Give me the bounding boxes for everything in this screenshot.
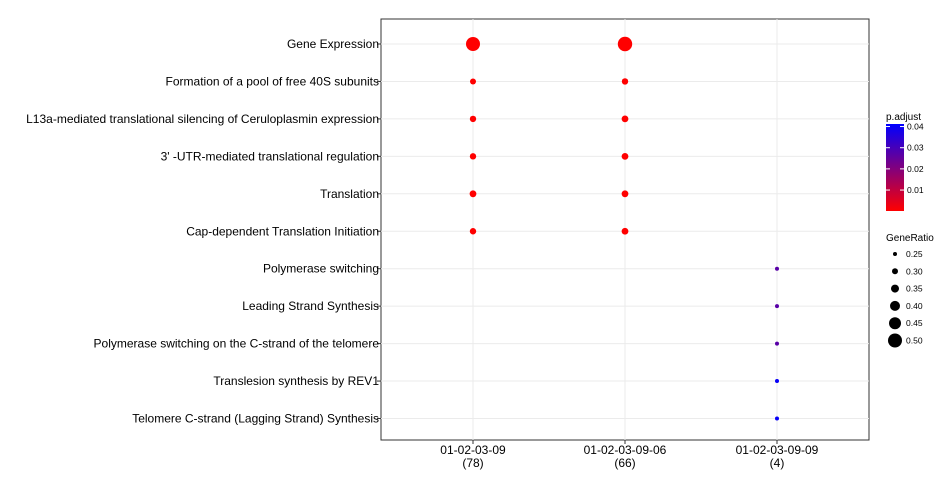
data-point — [775, 416, 779, 421]
data-point — [775, 379, 779, 384]
data-point — [621, 115, 629, 123]
size-legend-dot — [888, 333, 902, 348]
x-tick-count: (78) — [462, 456, 483, 470]
x-axis-ticks: 01-02-03-09(78) 01-02-03-09-06(66) 01-02-0… — [440, 440, 819, 470]
color-legend: p.adjust 0.04 0.03 0.02 0.01 — [886, 112, 924, 211]
color-legend-label: 0.01 — [907, 185, 924, 195]
data-point — [621, 190, 629, 198]
size-legend-dot — [890, 300, 900, 311]
data-point — [621, 227, 629, 235]
grid-lines — [381, 19, 869, 440]
data-point — [470, 78, 476, 85]
size-legend-label: 0.25 — [906, 249, 923, 259]
x-tick-label: 01-02-03-09 — [440, 443, 506, 457]
y-tick-label: Formation of a pool of free 40S subunits — [166, 74, 379, 88]
size-legend-dot — [892, 268, 898, 275]
size-legend-label: 0.40 — [906, 301, 923, 311]
size-legend-dot — [889, 317, 901, 330]
y-tick-label: Translesion synthesis by REV1 — [213, 374, 379, 388]
data-point — [775, 266, 779, 271]
data-point — [775, 341, 779, 346]
size-legend: GeneRatio 0.25 0.30 0.35 0.40 0.45 0.50 — [886, 233, 934, 348]
y-tick-label: Cap-dependent Translation Initiation — [186, 224, 379, 238]
y-tick-label: 3' -UTR-mediated translational regulatio… — [161, 149, 379, 163]
x-tick-count: (66) — [614, 456, 635, 470]
size-legend-dot — [891, 284, 899, 293]
color-legend-label: 0.04 — [907, 122, 924, 132]
color-legend-title: p.adjust — [886, 112, 921, 123]
x-tick-count: (4) — [770, 456, 785, 470]
y-tick-label: Polymerase switching — [263, 262, 379, 276]
y-tick-label: Telomere C-strand (Lagging Strand) Synth… — [132, 412, 379, 426]
data-point — [466, 37, 480, 51]
size-legend-label: 0.50 — [906, 336, 923, 346]
data-points — [466, 36, 779, 421]
y-tick-label: Gene Expression — [287, 37, 379, 51]
data-point — [469, 115, 477, 123]
data-point — [617, 36, 633, 52]
color-legend-label: 0.02 — [907, 164, 924, 174]
data-point — [469, 153, 477, 160]
size-legend-title: GeneRatio — [886, 233, 934, 244]
data-point — [621, 78, 629, 85]
y-axis-ticks: Gene Expression Formation of a pool of fr… — [26, 37, 381, 426]
data-point — [469, 190, 477, 198]
x-tick-label: 01-02-03-09-06 — [584, 443, 667, 457]
y-tick-label: Translation — [320, 187, 379, 201]
size-legend-label: 0.35 — [906, 284, 923, 294]
data-point — [775, 304, 779, 309]
size-legend-label: 0.45 — [906, 318, 923, 328]
data-point — [469, 228, 477, 235]
y-tick-label: Polymerase switching on the C-strand of … — [94, 337, 380, 351]
size-legend-dot — [893, 252, 897, 256]
color-legend-label: 0.03 — [907, 143, 924, 153]
size-legend-label: 0.30 — [906, 266, 923, 276]
y-tick-label: L13a-mediated translational silencing of… — [26, 112, 379, 126]
x-tick-label: 01-02-03-09-09 — [736, 443, 819, 457]
color-legend-bar — [886, 124, 904, 211]
data-point — [621, 152, 629, 160]
y-tick-label: Leading Strand Synthesis — [242, 299, 379, 313]
